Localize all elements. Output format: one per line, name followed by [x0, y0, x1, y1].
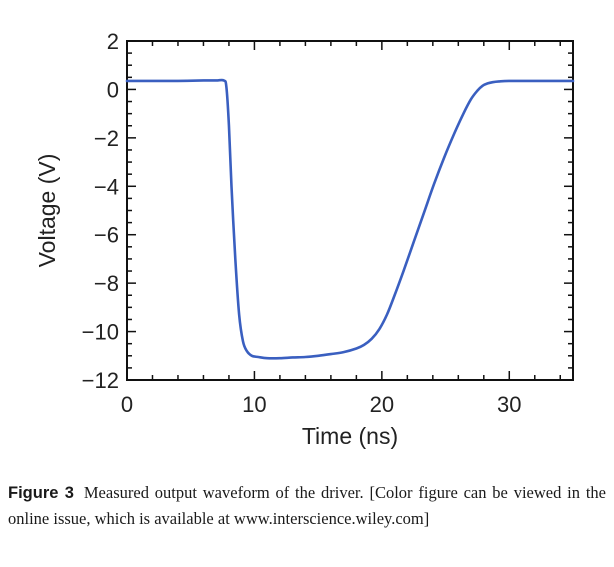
- plot-frame: [126, 40, 574, 381]
- caption-label: Figure 3: [8, 484, 74, 502]
- y-tick-label: −12: [82, 368, 119, 393]
- figure-caption: Figure 3 Measured output waveform of the …: [8, 480, 606, 531]
- x-tick-label: 0: [121, 392, 133, 417]
- x-tick-label: 30: [497, 392, 521, 417]
- y-axis-title: Voltage (V): [34, 154, 60, 268]
- x-tick-label: 20: [370, 392, 394, 417]
- y-tick-label: 0: [107, 77, 119, 102]
- x-axis-title: Time (ns): [302, 423, 398, 449]
- y-tick-label: −10: [82, 320, 119, 345]
- y-tick-label: −6: [94, 223, 119, 248]
- series-line: [125, 78, 575, 360]
- x-tick-label: 10: [242, 392, 266, 417]
- y-tick-label: −2: [94, 126, 119, 151]
- y-tick-label: 2: [107, 29, 119, 54]
- y-tick-label: −8: [94, 271, 119, 296]
- caption-text: Measured output waveform of the driver. …: [8, 483, 606, 528]
- y-tick-label: −4: [94, 174, 119, 199]
